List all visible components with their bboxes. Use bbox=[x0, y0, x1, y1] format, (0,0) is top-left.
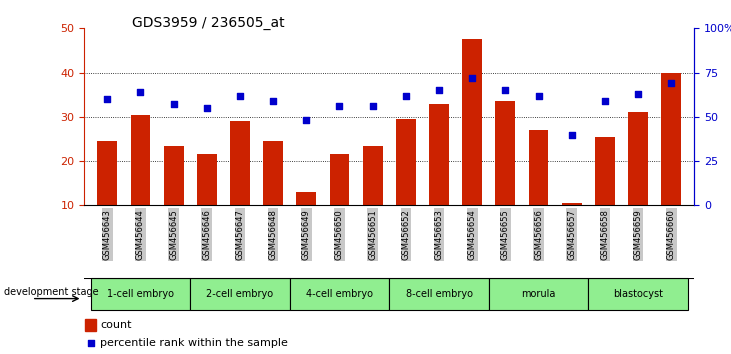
Text: GSM456659: GSM456659 bbox=[634, 209, 643, 260]
Point bbox=[135, 89, 146, 95]
Bar bbox=[390, 278, 489, 310]
Text: 1-cell embryo: 1-cell embryo bbox=[107, 289, 174, 299]
Text: GSM456658: GSM456658 bbox=[600, 209, 610, 260]
Bar bbox=[330, 154, 349, 205]
Text: GSM456655: GSM456655 bbox=[501, 209, 510, 260]
Point bbox=[333, 103, 345, 109]
Bar bbox=[429, 104, 449, 205]
Point bbox=[268, 98, 279, 104]
Text: GSM456644: GSM456644 bbox=[136, 209, 145, 260]
Text: GSM456649: GSM456649 bbox=[302, 209, 311, 260]
Bar bbox=[561, 203, 582, 205]
Bar bbox=[197, 154, 217, 205]
Text: 4-cell embryo: 4-cell embryo bbox=[306, 289, 373, 299]
Text: GSM456650: GSM456650 bbox=[335, 209, 344, 260]
Text: GSM456651: GSM456651 bbox=[368, 209, 377, 260]
Text: GSM456648: GSM456648 bbox=[269, 209, 278, 260]
Text: 8-cell embryo: 8-cell embryo bbox=[406, 289, 472, 299]
Bar bbox=[190, 278, 289, 310]
Text: GSM456643: GSM456643 bbox=[103, 209, 112, 260]
Text: percentile rank within the sample: percentile rank within the sample bbox=[100, 338, 288, 348]
Bar bbox=[496, 101, 515, 205]
Bar bbox=[289, 278, 389, 310]
Point bbox=[665, 80, 677, 86]
Bar bbox=[86, 319, 96, 331]
Text: GSM456652: GSM456652 bbox=[401, 209, 410, 260]
Text: development stage: development stage bbox=[4, 287, 98, 297]
Point bbox=[85, 340, 96, 346]
Bar bbox=[588, 278, 688, 310]
Point bbox=[201, 105, 213, 111]
Bar bbox=[230, 121, 250, 205]
Text: morula: morula bbox=[521, 289, 556, 299]
Point bbox=[599, 98, 610, 104]
Text: GSM456656: GSM456656 bbox=[534, 209, 543, 260]
Bar bbox=[91, 278, 190, 310]
Point bbox=[168, 102, 180, 107]
Bar bbox=[131, 115, 151, 205]
Bar bbox=[363, 145, 382, 205]
Text: 2-cell embryo: 2-cell embryo bbox=[206, 289, 273, 299]
Point bbox=[466, 75, 478, 81]
Bar bbox=[263, 141, 283, 205]
Point bbox=[533, 93, 545, 98]
Bar bbox=[164, 145, 183, 205]
Bar bbox=[489, 278, 588, 310]
Point bbox=[400, 93, 412, 98]
Text: GDS3959 / 236505_at: GDS3959 / 236505_at bbox=[132, 16, 284, 30]
Bar bbox=[396, 119, 416, 205]
Point bbox=[367, 103, 379, 109]
Bar bbox=[296, 192, 317, 205]
Bar bbox=[97, 141, 117, 205]
Point bbox=[632, 91, 644, 97]
Point bbox=[499, 87, 511, 93]
Text: GSM456646: GSM456646 bbox=[202, 209, 211, 260]
Point bbox=[234, 93, 246, 98]
Bar bbox=[529, 130, 548, 205]
Text: GSM456653: GSM456653 bbox=[434, 209, 444, 260]
Text: GSM456645: GSM456645 bbox=[169, 209, 178, 260]
Text: GSM456647: GSM456647 bbox=[235, 209, 244, 260]
Text: count: count bbox=[100, 320, 132, 330]
Point bbox=[566, 132, 577, 137]
Point bbox=[300, 118, 312, 123]
Text: GSM456654: GSM456654 bbox=[468, 209, 477, 260]
Bar bbox=[662, 73, 681, 205]
Text: GSM456657: GSM456657 bbox=[567, 209, 576, 260]
Point bbox=[433, 87, 445, 93]
Bar bbox=[628, 113, 648, 205]
Text: blastocyst: blastocyst bbox=[613, 289, 663, 299]
Point bbox=[102, 96, 113, 102]
Bar bbox=[462, 39, 482, 205]
Bar bbox=[595, 137, 615, 205]
Text: GSM456660: GSM456660 bbox=[667, 209, 675, 260]
